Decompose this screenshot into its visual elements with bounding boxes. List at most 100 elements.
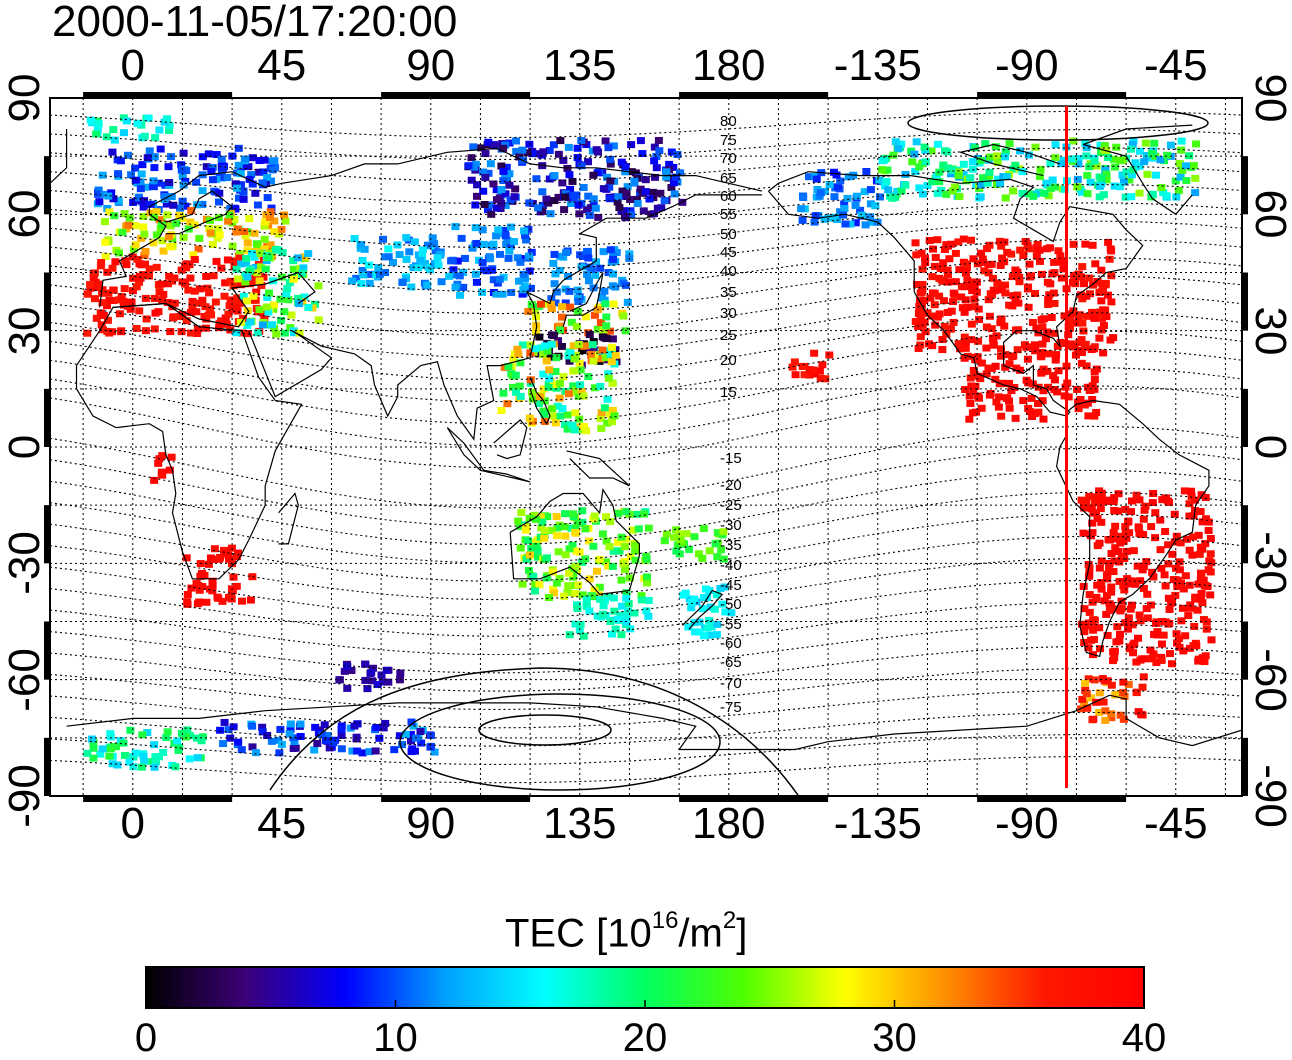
tec-cell	[573, 286, 582, 294]
tec-cell	[1015, 278, 1024, 286]
tec-cell	[533, 204, 542, 212]
tec-cell	[504, 254, 513, 262]
tec-cell	[266, 213, 275, 221]
tec-cell	[195, 285, 204, 293]
tec-cell	[294, 294, 303, 302]
frame-bar-top	[83, 92, 233, 98]
tec-cell	[258, 728, 267, 736]
tec-cell	[606, 350, 615, 358]
tec-cell	[260, 245, 269, 253]
tec-cell	[395, 251, 404, 259]
tec-cell	[684, 623, 693, 631]
tec-cell	[132, 283, 141, 291]
tec-cell	[114, 170, 123, 178]
tec-cell	[1108, 657, 1117, 665]
tec-cell	[1096, 141, 1105, 149]
tec-cell	[545, 146, 554, 154]
tec-cell	[259, 273, 268, 281]
tec-cell	[911, 317, 920, 325]
tec-cell	[1040, 189, 1049, 197]
tec-cell	[914, 344, 923, 352]
tec-cell	[516, 258, 525, 266]
tec-cell	[87, 735, 96, 743]
geomagnetic-contour	[50, 689, 1242, 729]
tec-cell	[1193, 606, 1202, 614]
left-latitude-label: 30	[0, 306, 49, 356]
tec-cell	[997, 315, 1006, 323]
tec-cell	[970, 370, 979, 378]
tec-region-north-america	[911, 235, 1118, 357]
tec-cell	[1100, 597, 1109, 605]
tec-cell	[146, 209, 155, 217]
tec-cell	[613, 198, 622, 206]
tec-cell	[228, 587, 237, 595]
tec-cell	[311, 723, 320, 731]
tec-cell	[1175, 159, 1184, 167]
tec-cell	[260, 235, 269, 243]
tec-cell	[234, 738, 243, 746]
tec-cell	[407, 737, 416, 745]
tec-cell	[164, 233, 173, 241]
tec-cell	[156, 145, 165, 153]
tec-cell	[609, 594, 618, 602]
tec-cell	[140, 757, 149, 765]
right-latitude-label: 60	[1246, 189, 1292, 239]
tec-cell	[702, 594, 711, 602]
tec-cell	[1170, 510, 1179, 518]
tec-cell	[596, 264, 605, 272]
tec-cell	[1106, 336, 1115, 344]
tec-cell	[133, 255, 142, 263]
tec-cell	[163, 298, 172, 306]
south-pole-contour-middle	[399, 693, 721, 791]
tec-cell	[559, 373, 568, 381]
tec-cell	[1152, 659, 1161, 667]
tec-cell	[1073, 175, 1082, 183]
tec-cell	[205, 224, 214, 232]
tec-cell	[549, 381, 558, 389]
tec-cell	[484, 138, 493, 146]
tec-cell	[712, 591, 721, 599]
frame-bar-left	[44, 737, 50, 796]
tec-cell	[201, 324, 210, 332]
tec-cell	[1049, 289, 1058, 297]
tec-cell	[528, 388, 537, 396]
tec-cell	[670, 190, 679, 198]
tec-cell	[365, 261, 374, 269]
tec-cell	[933, 236, 942, 244]
tec-cell	[1077, 496, 1086, 504]
tec-cell	[1091, 260, 1100, 268]
tec-cell	[208, 582, 217, 590]
tec-cell	[549, 568, 558, 576]
tec-cell	[1143, 590, 1152, 598]
top-longitude-label: 45	[257, 41, 307, 90]
tec-cell	[1079, 529, 1088, 537]
tec-cell	[133, 119, 142, 127]
tec-cell	[1191, 174, 1200, 182]
tec-cell	[1172, 630, 1181, 638]
tec-cell	[820, 187, 829, 195]
tec-cell	[682, 530, 691, 538]
tec-cell	[614, 510, 623, 518]
tec-cell	[1127, 193, 1136, 201]
tec-cell	[1046, 160, 1055, 168]
tec-cell	[549, 331, 558, 339]
tec-cell	[600, 596, 609, 604]
contour-label: 80	[720, 113, 737, 130]
tec-cell	[574, 297, 583, 305]
frame-bar-left	[44, 388, 50, 447]
tec-cell	[1073, 271, 1082, 279]
tec-cell	[122, 117, 131, 125]
tec-cell	[633, 510, 642, 518]
tec-cell	[609, 270, 618, 278]
tec-cell	[212, 257, 221, 265]
tec-cell	[967, 382, 976, 390]
tec-cell	[1096, 645, 1105, 653]
tec-cell	[561, 532, 570, 540]
tec-cell	[950, 183, 959, 191]
tec-cell	[183, 726, 192, 734]
tec-cell	[241, 232, 250, 240]
tec-cell	[791, 371, 800, 379]
tec-cell	[158, 221, 167, 229]
tec-cell	[329, 739, 338, 747]
tec-cell	[856, 206, 865, 214]
